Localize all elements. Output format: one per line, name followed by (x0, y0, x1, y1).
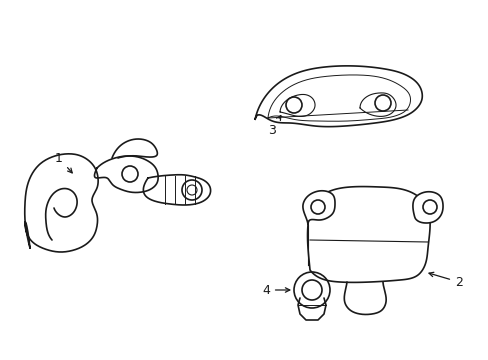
Polygon shape (254, 66, 422, 127)
Text: 4: 4 (262, 284, 289, 297)
Text: 3: 3 (267, 116, 280, 136)
Text: 2: 2 (428, 272, 462, 288)
Polygon shape (412, 192, 442, 223)
Polygon shape (302, 191, 334, 225)
Text: 1: 1 (55, 152, 72, 173)
Polygon shape (307, 186, 429, 282)
